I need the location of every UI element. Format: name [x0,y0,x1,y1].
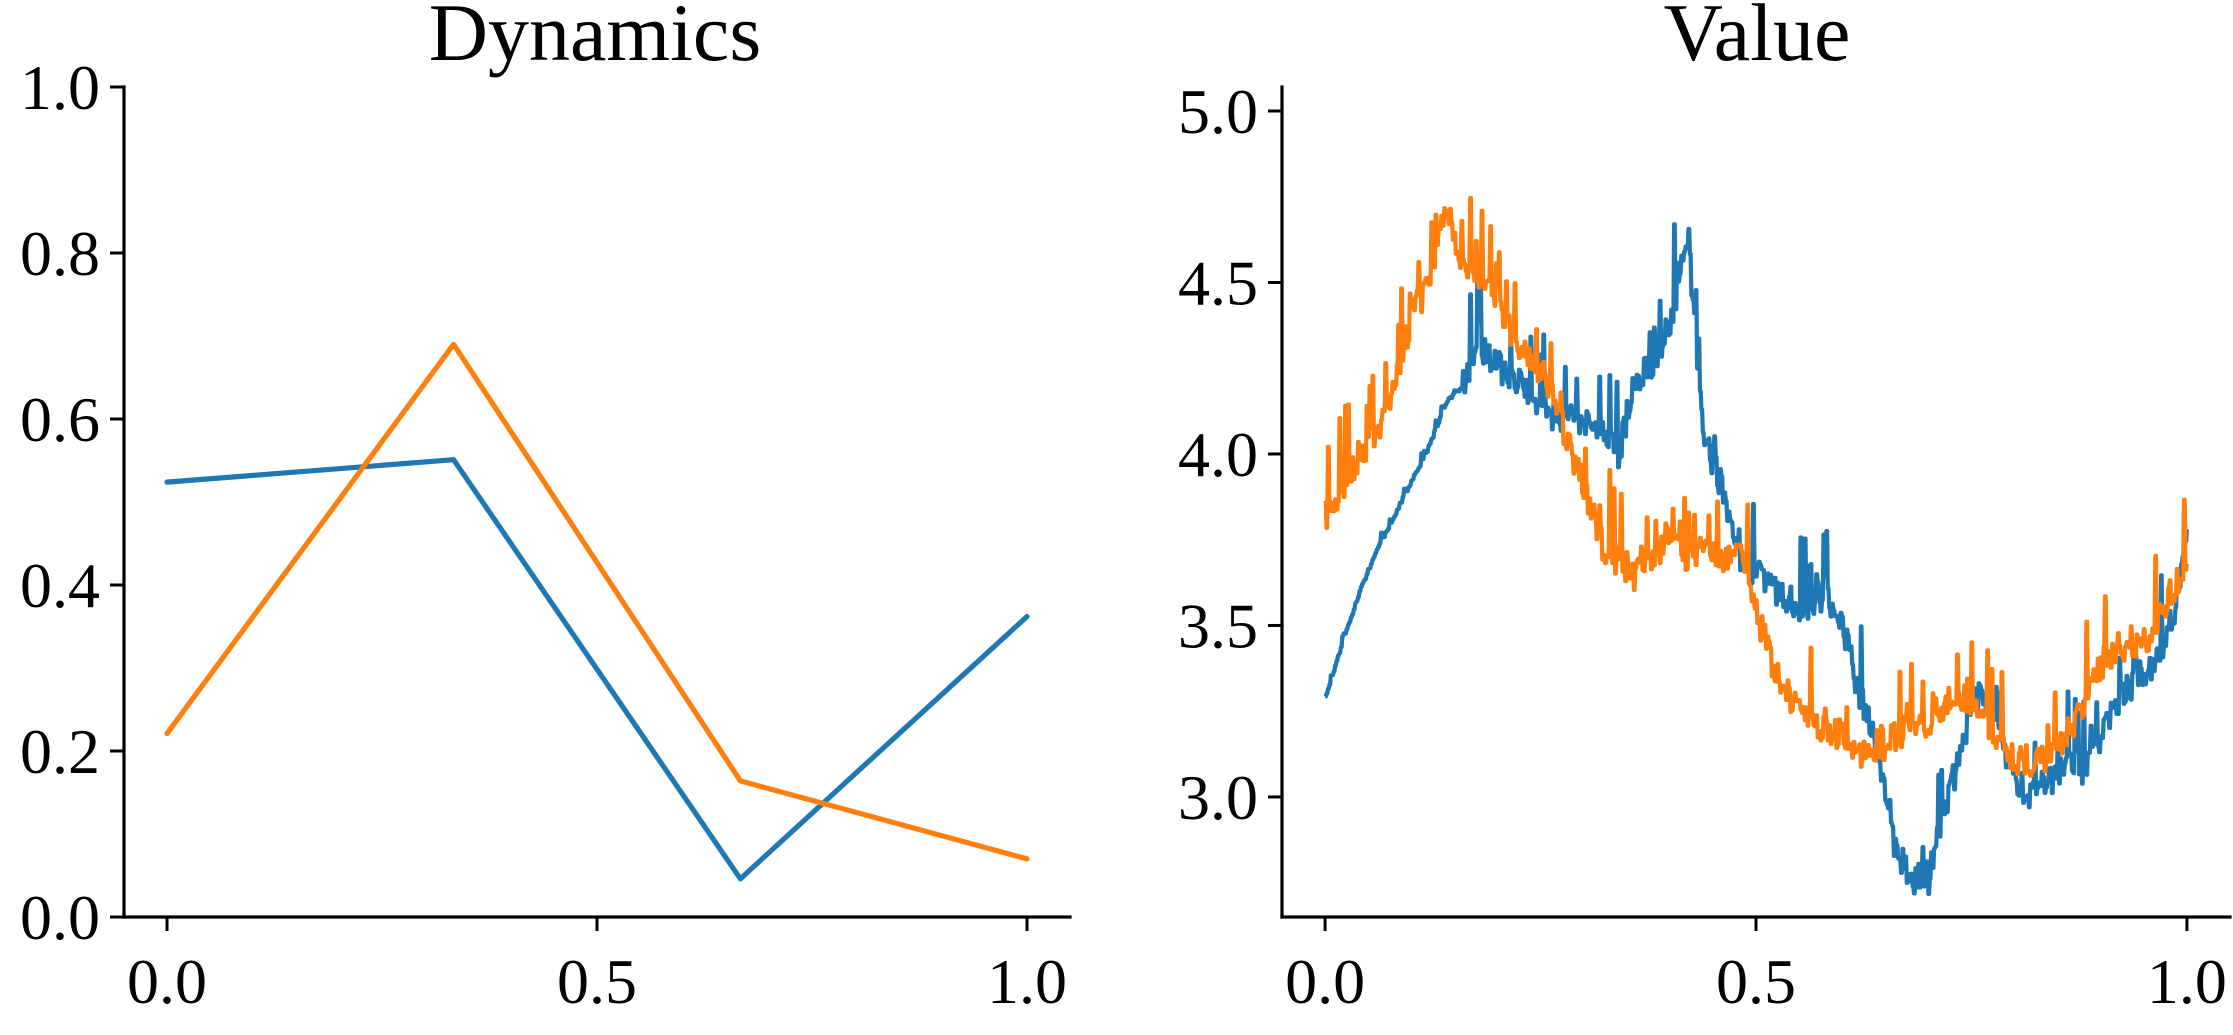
dynamics-title: Dynamics [429,0,761,78]
dynamics-y-tick-label: 1.0 [20,52,100,123]
dynamics-panel: Dynamics 0.0 0.2 0.4 0.6 0.8 1.0 0.0 0.5 1.0 [20,0,1072,1017]
dynamics-x-tick-label: 1.0 [987,946,1067,1017]
value-y-tick-label: 3.5 [1178,590,1258,661]
value-y-tick-label: 4.0 [1178,419,1258,490]
value-title: Value [1664,0,1851,78]
value-y-tick-label: 5.0 [1178,76,1258,147]
value-series-line-orange [1323,196,2189,778]
value-x-tick-label: 0.0 [1285,946,1365,1017]
dynamics-x-ticks: 0.0 0.5 1.0 [127,917,1067,1017]
value-x-tick-label: 1.0 [2147,946,2227,1017]
dynamics-series-line-blue [164,457,1030,882]
value-series-line-blue [1323,222,2189,896]
dynamics-y-tick-label: 0.2 [20,716,100,787]
dynamics-y-tick-label: 0.0 [20,882,100,953]
value-x-tick-label: 0.5 [1716,946,1796,1017]
value-y-tick-label: 3.0 [1178,762,1258,833]
dynamics-y-tick-label: 0.8 [20,218,100,289]
dynamics-y-tick-label: 0.6 [20,384,100,455]
dynamics-plot-area [164,341,1030,882]
value-panel: Value 3.0 3.5 4.0 4.5 5.0 0.0 0.5 1.0 [1178,0,2232,1017]
value-x-ticks: 0.0 0.5 1.0 [1285,917,2227,1017]
value-plot-area [1323,196,2189,896]
dynamics-x-tick-label: 0.0 [127,946,207,1017]
value-y-tick-label: 4.5 [1178,247,1258,318]
dynamics-y-ticks: 0.0 0.2 0.4 0.6 0.8 1.0 [20,52,124,953]
value-y-ticks: 3.0 3.5 4.0 4.5 5.0 [1178,76,1282,833]
dynamics-x-tick-label: 0.5 [557,946,637,1017]
dynamics-series-line-orange [164,341,1030,862]
dynamics-y-tick-label: 0.4 [20,550,100,621]
